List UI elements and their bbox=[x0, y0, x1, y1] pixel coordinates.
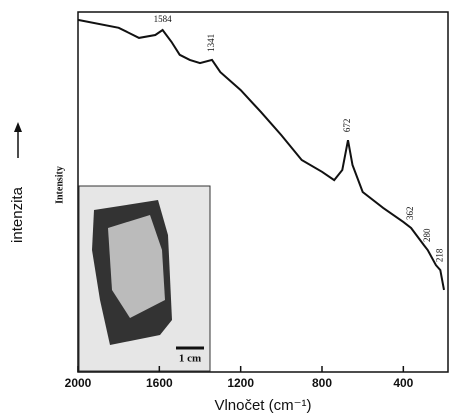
inset-photo: 1 cm bbox=[78, 185, 211, 372]
arrow-head bbox=[14, 122, 22, 132]
x-axis-label: Vlnočet (cm⁻¹) bbox=[214, 397, 311, 414]
scale-label: 1 cm bbox=[179, 353, 201, 365]
y-axis-label: intenzita bbox=[9, 186, 26, 243]
x-tick-label: 1200 bbox=[227, 376, 254, 390]
peak-label: 1584 bbox=[154, 14, 173, 24]
spectrum-line bbox=[77, 18, 445, 291]
y-axis-label-en: Intensity bbox=[54, 166, 65, 204]
plot-frame bbox=[77, 11, 449, 373]
x-tick-label: 2000 bbox=[65, 376, 92, 390]
peak-label: 362 bbox=[405, 207, 415, 221]
inset-sample-light bbox=[108, 215, 165, 318]
peak-label: 280 bbox=[422, 228, 432, 242]
x-tick-label: 1600 bbox=[146, 376, 173, 390]
y-arrow bbox=[14, 122, 22, 158]
x-tick-label: 400 bbox=[393, 376, 413, 390]
x-tick-label: 800 bbox=[312, 376, 332, 390]
peak-label: 1341 bbox=[206, 34, 216, 52]
peak-label: 672 bbox=[342, 119, 352, 133]
peak-label: 218 bbox=[434, 248, 444, 262]
